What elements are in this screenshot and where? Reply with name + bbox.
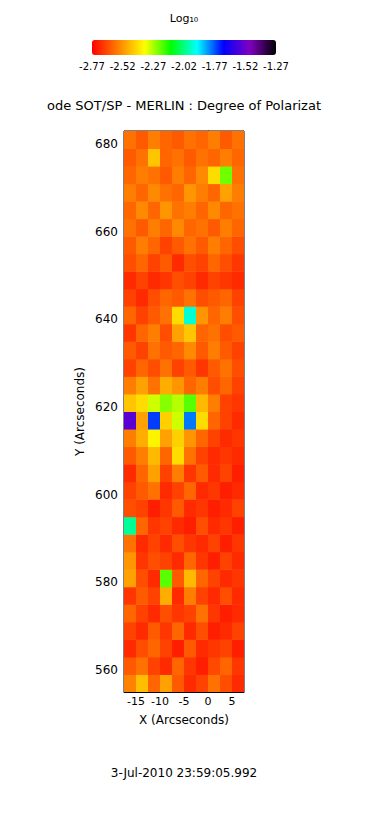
svg-text:-15: -15: [127, 695, 145, 708]
svg-text:620: 620: [95, 400, 118, 414]
svg-text:Y (Arcseconds): Y (Arcseconds): [73, 367, 87, 457]
svg-text:ode SOT/SP - MERLIN : Degree o: ode SOT/SP - MERLIN : Degree of Polariza…: [47, 98, 321, 113]
svg-text:-2.77: -2.77: [79, 61, 105, 72]
svg-text:680: 680: [95, 137, 118, 151]
svg-text:-1.52: -1.52: [232, 61, 258, 72]
svg-text:600: 600: [95, 488, 118, 502]
svg-text:3-Jul-2010 23:59:05.992: 3-Jul-2010 23:59:05.992: [111, 766, 257, 780]
svg-text:-5: -5: [179, 695, 190, 708]
svg-text:5: 5: [229, 695, 236, 708]
svg-text:-1.27: -1.27: [263, 61, 289, 72]
svg-text:-2.27: -2.27: [140, 61, 166, 72]
svg-text:-1.77: -1.77: [202, 61, 228, 72]
svg-text:580: 580: [95, 575, 118, 589]
svg-text:0: 0: [205, 695, 212, 708]
svg-text:-10: -10: [151, 695, 169, 708]
svg-text:640: 640: [95, 312, 118, 326]
svg-text:660: 660: [95, 225, 118, 239]
svg-text:-2.52: -2.52: [110, 61, 136, 72]
svg-text:X (Arcseconds): X (Arcseconds): [139, 713, 229, 727]
svg-text:-2.02: -2.02: [171, 61, 197, 72]
svg-text:Log₁₀: Log₁₀: [170, 12, 199, 25]
svg-text:560: 560: [95, 663, 118, 677]
